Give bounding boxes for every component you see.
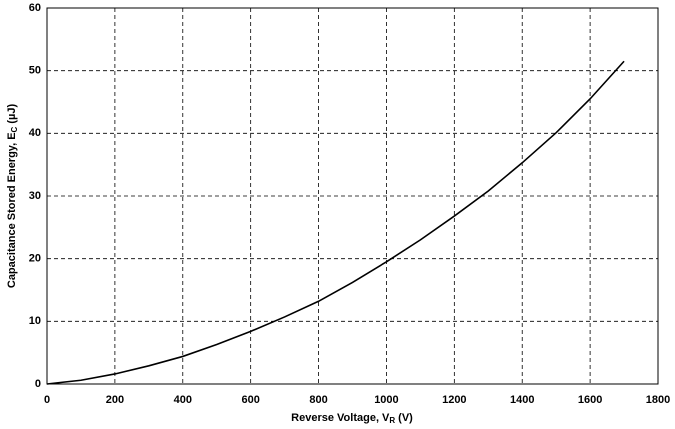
y-tick-label: 0	[35, 378, 41, 390]
x-tick-label: 1000	[374, 394, 398, 406]
x-label-main: Reverse Voltage, V	[291, 412, 390, 424]
x-label-unit: (V)	[398, 412, 413, 424]
y-tick-label: 50	[29, 65, 41, 77]
y-tick-label: 40	[29, 127, 41, 139]
x-tick-label: 1400	[510, 394, 534, 406]
x-tick-label: 400	[174, 394, 192, 406]
x-tick-label: 800	[309, 394, 327, 406]
x-tick-label: 600	[241, 394, 259, 406]
data-line	[46, 60, 625, 385]
x-tick-label: 0	[44, 394, 50, 406]
x-tick-label: 1600	[578, 394, 602, 406]
x-tick-label: 200	[106, 394, 124, 406]
y-label-unit: (µJ)	[6, 104, 18, 124]
y-tick-label: 60	[29, 2, 41, 14]
x-tick-label: 1800	[646, 394, 670, 406]
y-tick-label: 10	[29, 315, 41, 327]
y-label-main: Capacitance Stored Energy, E	[6, 132, 18, 288]
x-axis-label: Reverse Voltage, VR (V)	[291, 412, 413, 425]
y-tick-label: 20	[29, 253, 41, 265]
y-axis-label: Capacitance Stored Energy, EC (µJ)	[6, 104, 19, 289]
y-tick-label: 30	[29, 190, 41, 202]
x-label-sub: R	[389, 416, 395, 425]
x-tick-label: 1200	[442, 394, 466, 406]
y-label-sub: C	[10, 126, 19, 132]
